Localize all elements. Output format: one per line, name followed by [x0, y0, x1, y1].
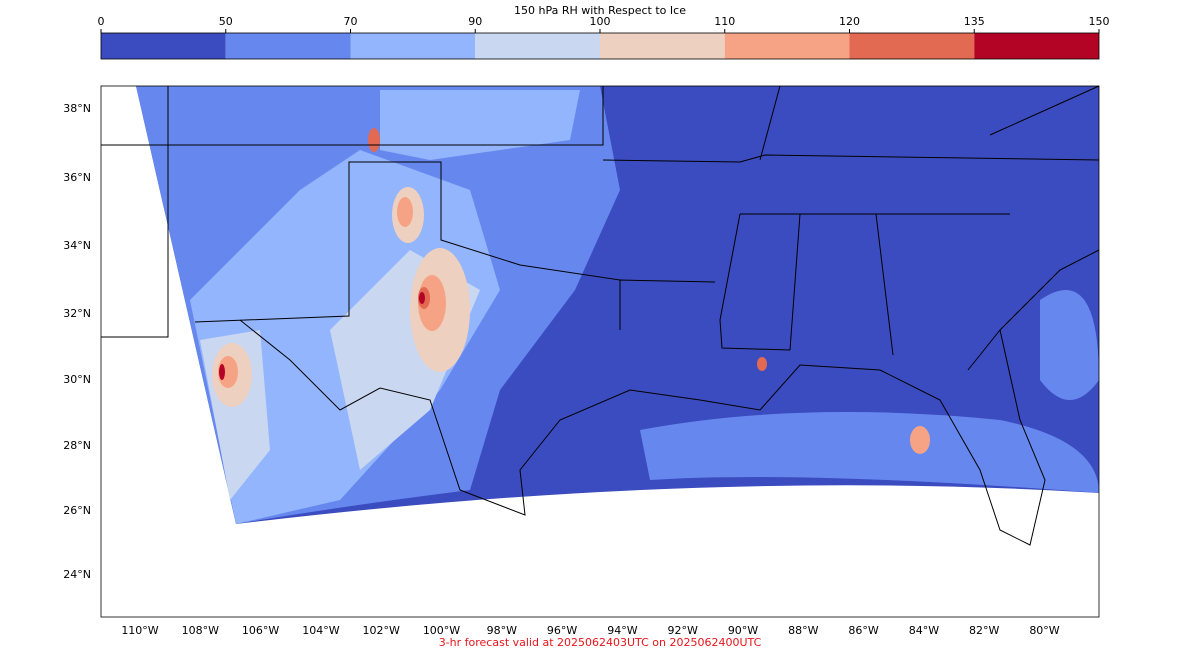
- lon-label: 102°W: [363, 624, 400, 637]
- lon-label: 82°W: [969, 624, 999, 637]
- colorbar-tick-label: 0: [98, 15, 105, 28]
- state-border: [101, 86, 1100, 356]
- lon-label: 106°W: [242, 624, 279, 637]
- lat-label: 36°N: [63, 171, 91, 184]
- lat-label: 24°N: [63, 568, 91, 581]
- rh-contour: [368, 128, 380, 152]
- rh-contour: [757, 357, 767, 371]
- colorbar-tick-label: 50: [219, 15, 233, 28]
- colorbar-segment: [475, 33, 600, 59]
- colorbar-segment: [600, 33, 725, 59]
- lon-label: 84°W: [909, 624, 939, 637]
- rh-contour: [640, 412, 1099, 493]
- rh-contour: [910, 426, 930, 454]
- map: [101, 85, 1100, 546]
- lon-label: 104°W: [302, 624, 339, 637]
- rh-contour: [219, 364, 225, 380]
- colorbar-tick-label: 100: [590, 15, 611, 28]
- rh-contour: [380, 90, 580, 160]
- colorbar-segment: [101, 33, 226, 59]
- colorbar-tick-label: 135: [964, 15, 985, 28]
- colorbar-segment: [225, 33, 351, 59]
- colorbar-tick-label: 70: [344, 15, 358, 28]
- rh-contour: [1040, 290, 1099, 400]
- colorbar-segment: [350, 33, 476, 59]
- colorbar-segment: [724, 33, 850, 59]
- state-border: [759, 85, 1100, 371]
- lon-label: 98°W: [487, 624, 517, 637]
- colorbar-segment: [974, 33, 1099, 59]
- colorbar-tick-label: 110: [714, 15, 735, 28]
- lat-label: 32°N: [63, 307, 91, 320]
- lon-label: 80°W: [1029, 624, 1059, 637]
- colorbar-tick-label: 90: [468, 15, 482, 28]
- lon-label: 90°W: [728, 624, 758, 637]
- lat-label: 26°N: [63, 504, 91, 517]
- lon-label: 94°W: [607, 624, 637, 637]
- lon-label: 86°W: [848, 624, 878, 637]
- lat-label: 34°N: [63, 239, 91, 252]
- colorbar: 0 50 70 90 100 110 120 135 150: [98, 15, 1110, 60]
- rh-contour: [218, 356, 238, 388]
- lon-label: 108°W: [182, 624, 219, 637]
- colorbar-tick-label: 120: [839, 15, 860, 28]
- lat-label: 30°N: [63, 373, 91, 386]
- colorbar-title: 150 hPa RH with Respect to Ice: [514, 4, 686, 17]
- lon-label: 92°W: [668, 624, 698, 637]
- map-frame: [100, 85, 1100, 618]
- lon-label: 88°W: [788, 624, 818, 637]
- lon-label: 100°W: [423, 624, 460, 637]
- lon-label: 96°W: [547, 624, 577, 637]
- lat-label: 28°N: [63, 439, 91, 452]
- coastline: [239, 249, 1100, 546]
- rh-contour: [397, 197, 413, 227]
- axis-labels: 38°N 36°N 34°N 32°N 30°N 28°N 26°N 24°N 110°W 108…: [63, 102, 1060, 637]
- colorbar-segment: [849, 33, 975, 59]
- lat-label: 38°N: [63, 102, 91, 115]
- rh-contour: [419, 292, 425, 304]
- footer: 3-hr forecast valid at 2025062403UTC on …: [439, 636, 762, 649]
- lon-label: 110°W: [121, 624, 158, 637]
- colorbar-tick-label: 150: [1089, 15, 1110, 28]
